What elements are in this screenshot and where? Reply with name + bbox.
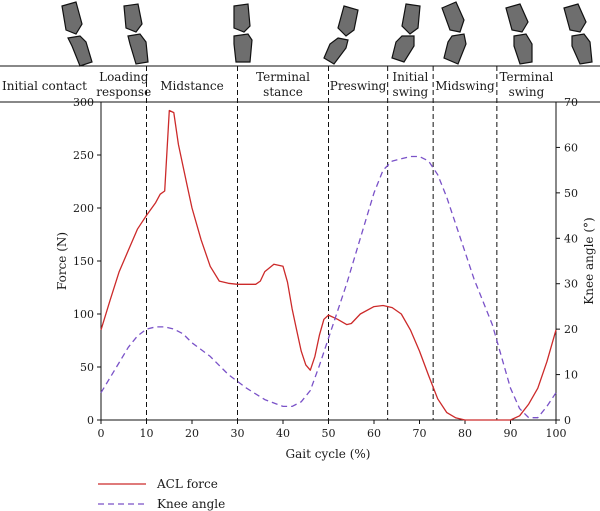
y-left-tick-label: 100 — [73, 308, 94, 321]
y-axis-right: 0 10 20 30 40 50 60 70 — [556, 96, 578, 427]
y-left-tick-label: 0 — [87, 414, 94, 427]
x-tick-label: 50 — [322, 427, 336, 440]
phase-label: Midswing — [435, 79, 495, 93]
y-left-tick-label: 250 — [73, 149, 94, 162]
phase-label: Initial contact — [2, 79, 87, 93]
y-axis-right-label: Knee angle (°) — [582, 217, 596, 304]
phase-label: Preswing — [330, 79, 387, 93]
y-axis-left-label: Force (N) — [55, 232, 69, 290]
knee-pose-icon — [123, 3, 149, 65]
phase-label: swing — [509, 85, 545, 99]
y-left-tick-label: 200 — [73, 202, 94, 215]
legend-label-knee-angle: Knee angle — [157, 497, 225, 511]
y-left-tick-label: 300 — [73, 96, 94, 109]
x-tick-label: 70 — [413, 427, 427, 440]
x-tick-label: 10 — [140, 427, 154, 440]
phase-label: Initial — [392, 70, 428, 84]
y-right-tick-label: 40 — [564, 232, 578, 245]
phase-label: response — [96, 85, 151, 99]
x-tick-label: 40 — [276, 427, 290, 440]
phase-label: stance — [263, 85, 303, 99]
phase-label: Midstance — [160, 79, 224, 93]
y-axis-left: 0 50 100 150 200 250 300 — [73, 96, 101, 427]
knee-pose-icon — [61, 1, 93, 67]
knee-pose-icon — [441, 1, 467, 65]
knee-pose-icon — [323, 5, 359, 65]
y-left-tick-label: 50 — [80, 361, 94, 374]
phase-label: Terminal — [256, 70, 310, 84]
y-right-tick-label: 10 — [564, 369, 578, 382]
x-tick-label: 20 — [185, 427, 199, 440]
legend: ACL force Knee angle — [98, 477, 225, 511]
x-tick-label: 80 — [458, 427, 472, 440]
legend-label-acl-force: ACL force — [156, 477, 218, 491]
y-right-tick-label: 70 — [564, 96, 578, 109]
x-axis: 0 10 20 30 40 50 60 70 80 90 100 — [98, 420, 567, 440]
series-line-knee-angle — [100, 155, 557, 419]
x-tick-label: 60 — [367, 427, 381, 440]
y-right-tick-label: 60 — [564, 141, 578, 154]
x-tick-label: 100 — [546, 427, 567, 440]
y-left-tick-label: 150 — [73, 255, 94, 268]
knee-pose-icon — [563, 3, 593, 65]
y-right-tick-label: 50 — [564, 187, 578, 200]
x-axis-label: Gait cycle (%) — [286, 447, 371, 461]
phase-label: Loading — [99, 70, 149, 84]
phase-boundary-lines — [146, 66, 498, 420]
y-right-tick-label: 20 — [564, 323, 578, 336]
knee-pose-icon — [233, 3, 253, 63]
knee-pose-icon — [391, 3, 421, 63]
series-line-acl-force — [100, 109, 557, 421]
series-group — [100, 109, 557, 421]
phase-label: Terminal — [499, 70, 553, 84]
x-tick-label: 0 — [98, 427, 105, 440]
y-right-tick-label: 0 — [564, 414, 571, 427]
y-right-tick-label: 30 — [564, 278, 578, 291]
phase-label: swing — [393, 85, 429, 99]
knee-pose-icon — [505, 3, 533, 65]
knee-pose-illustrations — [61, 1, 593, 67]
x-tick-label: 90 — [504, 427, 518, 440]
x-tick-label: 30 — [231, 427, 245, 440]
